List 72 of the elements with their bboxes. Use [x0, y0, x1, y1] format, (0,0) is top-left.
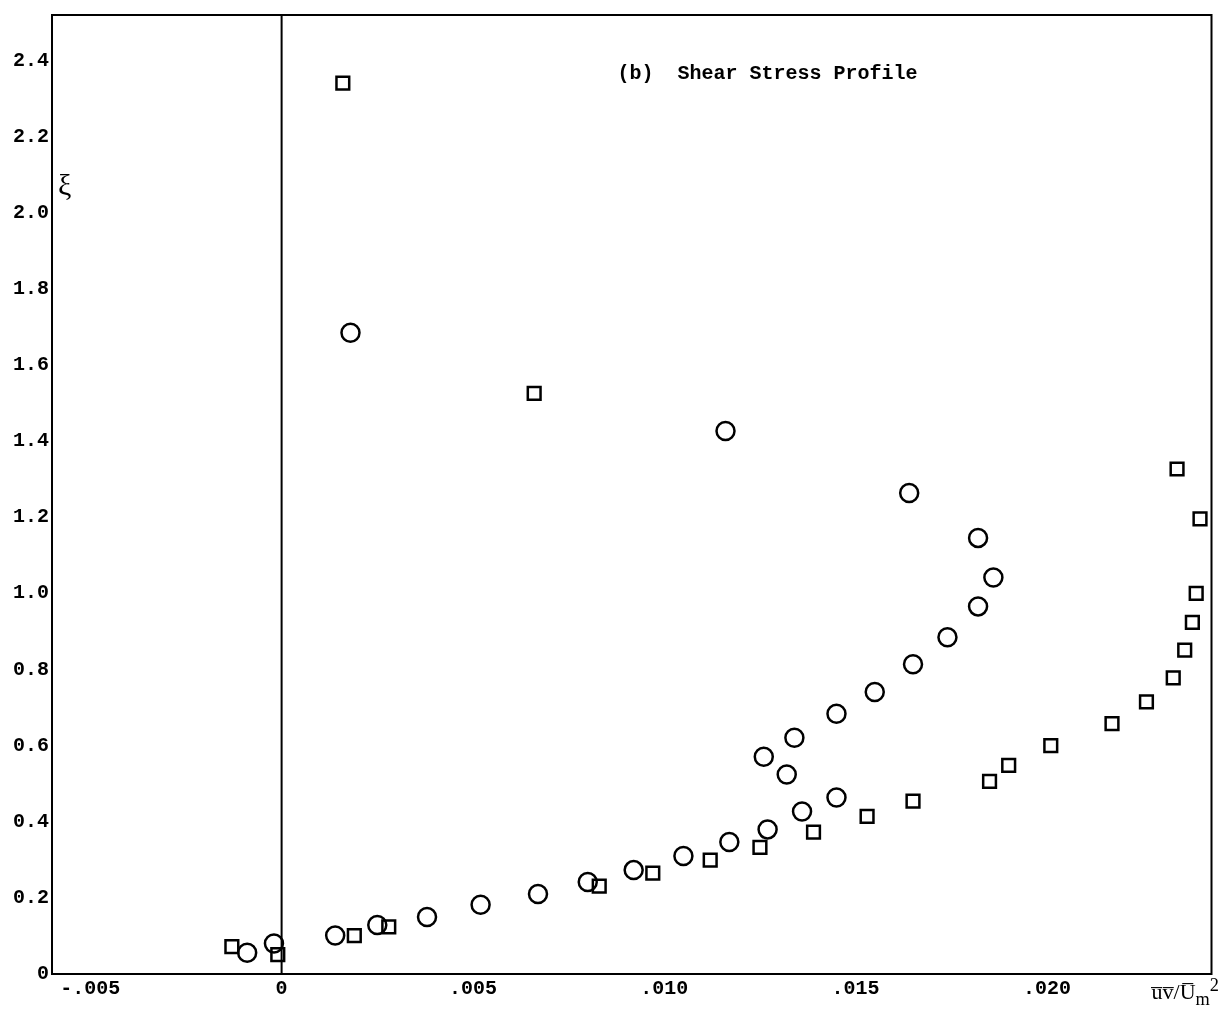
y-tick-label: 0.8: [12, 657, 50, 681]
y-tick-label: 1.2: [12, 505, 50, 529]
point: [527, 883, 549, 905]
point: [346, 927, 362, 944]
y-tick-label: 1.4: [12, 429, 50, 453]
point: [859, 808, 875, 825]
x-tick-label: .015: [831, 977, 880, 1001]
point: [805, 824, 822, 840]
point: [898, 482, 920, 504]
point: [645, 865, 661, 881]
x-tick-label: .010: [640, 977, 689, 1001]
point: [236, 942, 258, 963]
point: [983, 567, 1004, 588]
point: [1104, 715, 1120, 732]
y-tick-label: 2.4: [12, 48, 50, 72]
point: [335, 75, 351, 91]
y-tick-label: 0.6: [12, 733, 50, 757]
point: [784, 727, 805, 748]
point: [1169, 461, 1185, 477]
point: [324, 925, 346, 946]
point: [381, 919, 397, 935]
point: [224, 938, 240, 955]
point: [702, 852, 718, 868]
point: [1001, 757, 1017, 774]
x-tick-label: .005: [448, 977, 497, 1001]
point: [340, 322, 361, 344]
point: [1188, 585, 1204, 602]
point: [864, 681, 885, 703]
x-tick-label: -.005: [60, 977, 121, 1001]
y-tick-label: 0: [36, 962, 50, 986]
point: [623, 859, 644, 881]
point: [1192, 511, 1208, 527]
point: [591, 878, 607, 894]
point: [1165, 670, 1181, 686]
y-tick-label: 0.2: [12, 885, 50, 909]
point: [715, 420, 736, 442]
point: [1043, 738, 1059, 754]
point: [526, 385, 542, 401]
point: [902, 653, 924, 675]
point: [753, 746, 775, 767]
point: [937, 626, 958, 648]
point: [1138, 694, 1155, 710]
point: [263, 933, 285, 954]
y-tick-label: 2.2: [12, 124, 50, 148]
point: [719, 831, 740, 853]
y-axis-title: ξ: [58, 168, 72, 202]
point: [967, 527, 989, 549]
point: [270, 946, 286, 963]
point: [967, 596, 989, 617]
point: [416, 906, 438, 928]
point: [791, 801, 813, 822]
text: (b) Shear Stress Profile: [617, 62, 918, 85]
y-tick-label: 2.0: [12, 200, 50, 224]
y-tick-label: 0.4: [12, 809, 50, 833]
point: [470, 894, 491, 915]
point: [367, 914, 388, 936]
y-tick-label: 1.0: [12, 581, 50, 605]
y-tick-label: 1.8: [12, 277, 50, 301]
point: [776, 764, 797, 785]
point: [757, 819, 778, 840]
point: [752, 839, 768, 855]
point: [826, 787, 847, 808]
point: [1184, 614, 1200, 630]
x-tick-label: 0: [275, 977, 288, 1001]
point: [673, 845, 694, 867]
point: [981, 773, 998, 790]
y-tick-label: 1.6: [12, 353, 50, 377]
x-tick-label: .020: [1022, 977, 1071, 1001]
point: [577, 871, 598, 893]
point: [905, 793, 921, 809]
point: [826, 703, 847, 724]
point: [1177, 642, 1193, 658]
